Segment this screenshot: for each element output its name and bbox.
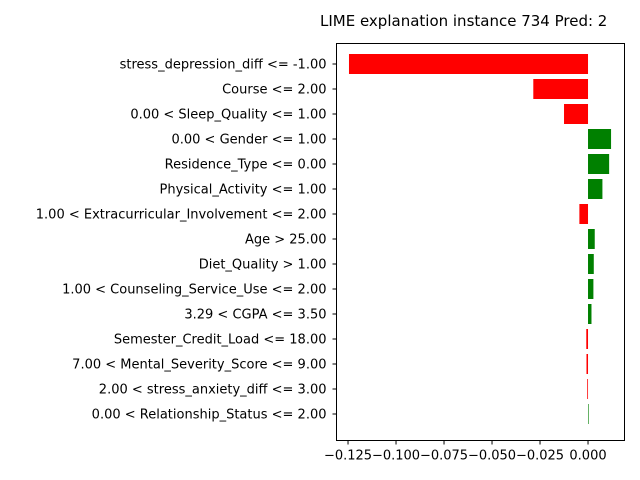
y-tick-label-14: 0.00 < Relationship_Status <= 2.00: [92, 408, 327, 423]
bar-13: [587, 379, 589, 399]
x-tick-label-2: −0.075: [420, 449, 468, 464]
bar-14: [588, 404, 589, 424]
x-tick-label-3: −0.050: [468, 449, 516, 464]
y-tick-label-7: Age > 25.00: [245, 233, 327, 248]
x-tick-label-4: −0.025: [516, 449, 564, 464]
y-tick-label-9: 1.00 < Counseling_Service_Use <= 2.00: [62, 283, 326, 298]
x-tick-label-5: 0.000: [569, 449, 606, 464]
bars-group: [348, 54, 612, 424]
y-tick-label-12: 7.00 < Mental_Severity_Score <= 9.00: [72, 358, 326, 373]
chart-title: LIME explanation instance 734 Pred: 2: [320, 12, 607, 30]
bar-4: [588, 154, 610, 174]
y-tick-label-0: stress_depression_diff <= -1.00: [120, 58, 327, 73]
bar-9: [588, 279, 594, 299]
y-tick-label-6: 1.00 < Extracurricular_Involvement <= 2.…: [36, 208, 327, 223]
bar-10: [588, 304, 592, 324]
x-ticks: −0.125 −0.100 −0.075 −0.050 −0.025 0.000: [324, 440, 607, 464]
y-tick-label-8: Diet_Quality > 1.00: [199, 258, 327, 273]
y-tick-label-4: Residence_Type <= 0.00: [165, 158, 327, 173]
bar-11: [586, 329, 589, 349]
y-tick-label-3: 0.00 < Gender <= 1.00: [171, 133, 326, 148]
x-tick-label-0: −0.125: [324, 449, 372, 464]
y-tick-labels: stress_depression_diff <= -1.00 Course <=…: [36, 58, 337, 423]
bar-6: [579, 204, 589, 224]
bar-12: [586, 354, 589, 374]
y-tick-label-5: Physical_Activity <= 1.00: [160, 183, 327, 198]
plot-frame: [336, 43, 625, 441]
bar-2: [564, 104, 589, 124]
bar-7: [588, 229, 595, 249]
y-tick-label-13: 2.00 < stress_anxiety_diff <= 3.00: [99, 383, 327, 398]
bar-1: [533, 79, 589, 99]
x-tick-label-1: −0.100: [372, 449, 420, 464]
y-tick-label-2: 0.00 < Sleep_Quality <= 1.00: [130, 108, 326, 123]
bar-5: [588, 179, 603, 199]
bar-0: [348, 54, 589, 74]
y-tick-label-10: 3.29 < CGPA <= 3.50: [184, 308, 326, 323]
y-tick-label-1: Course <= 2.00: [222, 83, 326, 98]
bar-8: [588, 254, 594, 274]
y-tick-label-11: Semester_Credit_Load <= 18.00: [114, 333, 327, 348]
bar-3: [588, 129, 612, 149]
